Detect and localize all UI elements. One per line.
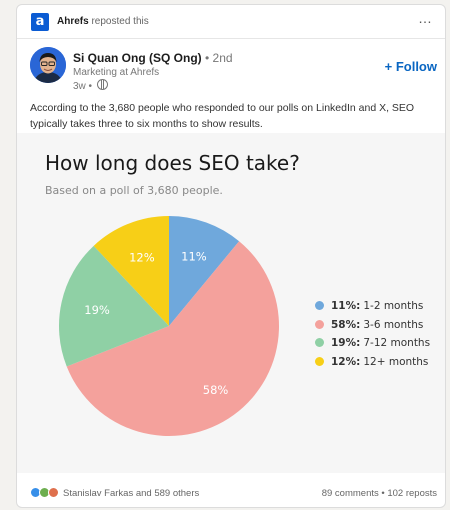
love-icon (48, 487, 59, 498)
social-counts: Stanislav Farkas and 589 others 89 comme… (17, 481, 445, 507)
legend-percent: 11%: (331, 300, 361, 312)
pie-chart: 11% 58% 19% 12% (58, 216, 280, 436)
pie-slice-2 (66, 241, 280, 436)
avatar[interactable] (30, 47, 66, 83)
repost-suffix: reposted this (91, 16, 149, 27)
post-image[interactable]: How long does SEO take? Based on a poll … (17, 133, 445, 473)
legend-dot-icon (315, 319, 324, 329)
connection-degree: • 2nd (205, 51, 233, 65)
globe-icon (96, 79, 108, 90)
pie-slice-3 (58, 245, 169, 367)
pie-slice-1 (169, 216, 240, 326)
legend-percent: 12%: (331, 355, 361, 368)
legend-item-4: 12%: 12+ months (315, 356, 430, 375)
follow-button[interactable]: + Follow (384, 59, 437, 74)
legend-percent: 19%: (331, 337, 361, 349)
legend-item-2: 58%: 3-6 months (315, 319, 430, 338)
more-options-icon[interactable]: … (418, 10, 433, 26)
legend-dot-icon (315, 301, 324, 310)
author-name[interactable]: Si Quan Ong (SQ Ong) (73, 51, 202, 65)
chart-title: How long does SEO take? (45, 151, 300, 175)
reactor-names[interactable]: Stanislav Farkas and 589 others (63, 488, 200, 499)
reposter-name[interactable]: Ahrefs (57, 16, 89, 27)
legend-label: 7-12 months (363, 337, 431, 349)
post-text: According to the 3,680 people who respon… (30, 102, 415, 130)
avatar-portrait-icon (30, 47, 66, 83)
slice-label-3: 19% (84, 303, 110, 317)
repost-attribution: Ahrefs reposted this (57, 16, 149, 27)
post-meta: 3w • (73, 79, 108, 92)
legend-label: 12+ months (363, 355, 429, 368)
slice-label-1: 11% (181, 250, 207, 264)
ahrefs-logo-icon[interactable]: a (31, 13, 49, 31)
legend-label: 1-2 months (363, 300, 424, 312)
legend-dot-icon (315, 356, 324, 366)
slice-label-4: 12% (129, 250, 155, 264)
pie-slice-4 (93, 216, 169, 326)
post-time: 3w • (73, 81, 93, 92)
comments-reposts-count[interactable]: 89 comments • 102 reposts (321, 488, 437, 499)
repost-header: a Ahrefs reposted this … (17, 5, 445, 39)
author-line: Si Quan Ong (SQ Ong) • 2nd (73, 51, 233, 65)
legend-item-3: 19%: 7-12 months (315, 337, 430, 356)
slice-label-2: 58% (203, 383, 229, 397)
chart-legend: 11%: 1-2 months 58%: 3-6 months 19%: 7-12 mon… (315, 300, 430, 374)
legend-item-1: 11%: 1-2 months (315, 300, 430, 319)
legend-percent: 58%: (331, 318, 361, 331)
author-headline: Marketing at Ahrefs (73, 67, 160, 78)
chart-subtitle: Based on a poll of 3,680 people. (45, 184, 223, 197)
legend-label: 3-6 months (363, 318, 424, 331)
legend-dot-icon (315, 338, 324, 347)
post-card: a Ahrefs reposted this … Si Quan Ong (SQ… (16, 4, 446, 508)
